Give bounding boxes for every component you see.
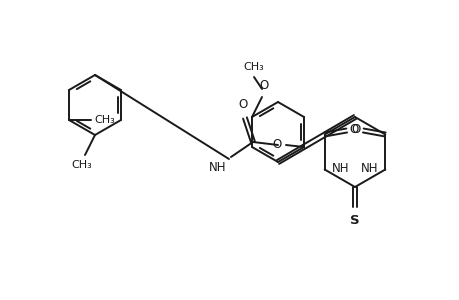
Text: O: O: [259, 79, 268, 92]
Text: NH: NH: [208, 161, 225, 174]
Text: CH₃: CH₃: [94, 115, 114, 125]
Text: O: O: [238, 98, 247, 111]
Text: S: S: [349, 214, 359, 227]
Text: NH: NH: [331, 162, 348, 175]
Text: CH₃: CH₃: [243, 62, 264, 72]
Text: O: O: [272, 137, 281, 151]
Text: NH: NH: [360, 162, 377, 175]
Text: O: O: [351, 123, 360, 136]
Text: O: O: [348, 123, 358, 136]
Text: CH₃: CH₃: [72, 160, 92, 170]
